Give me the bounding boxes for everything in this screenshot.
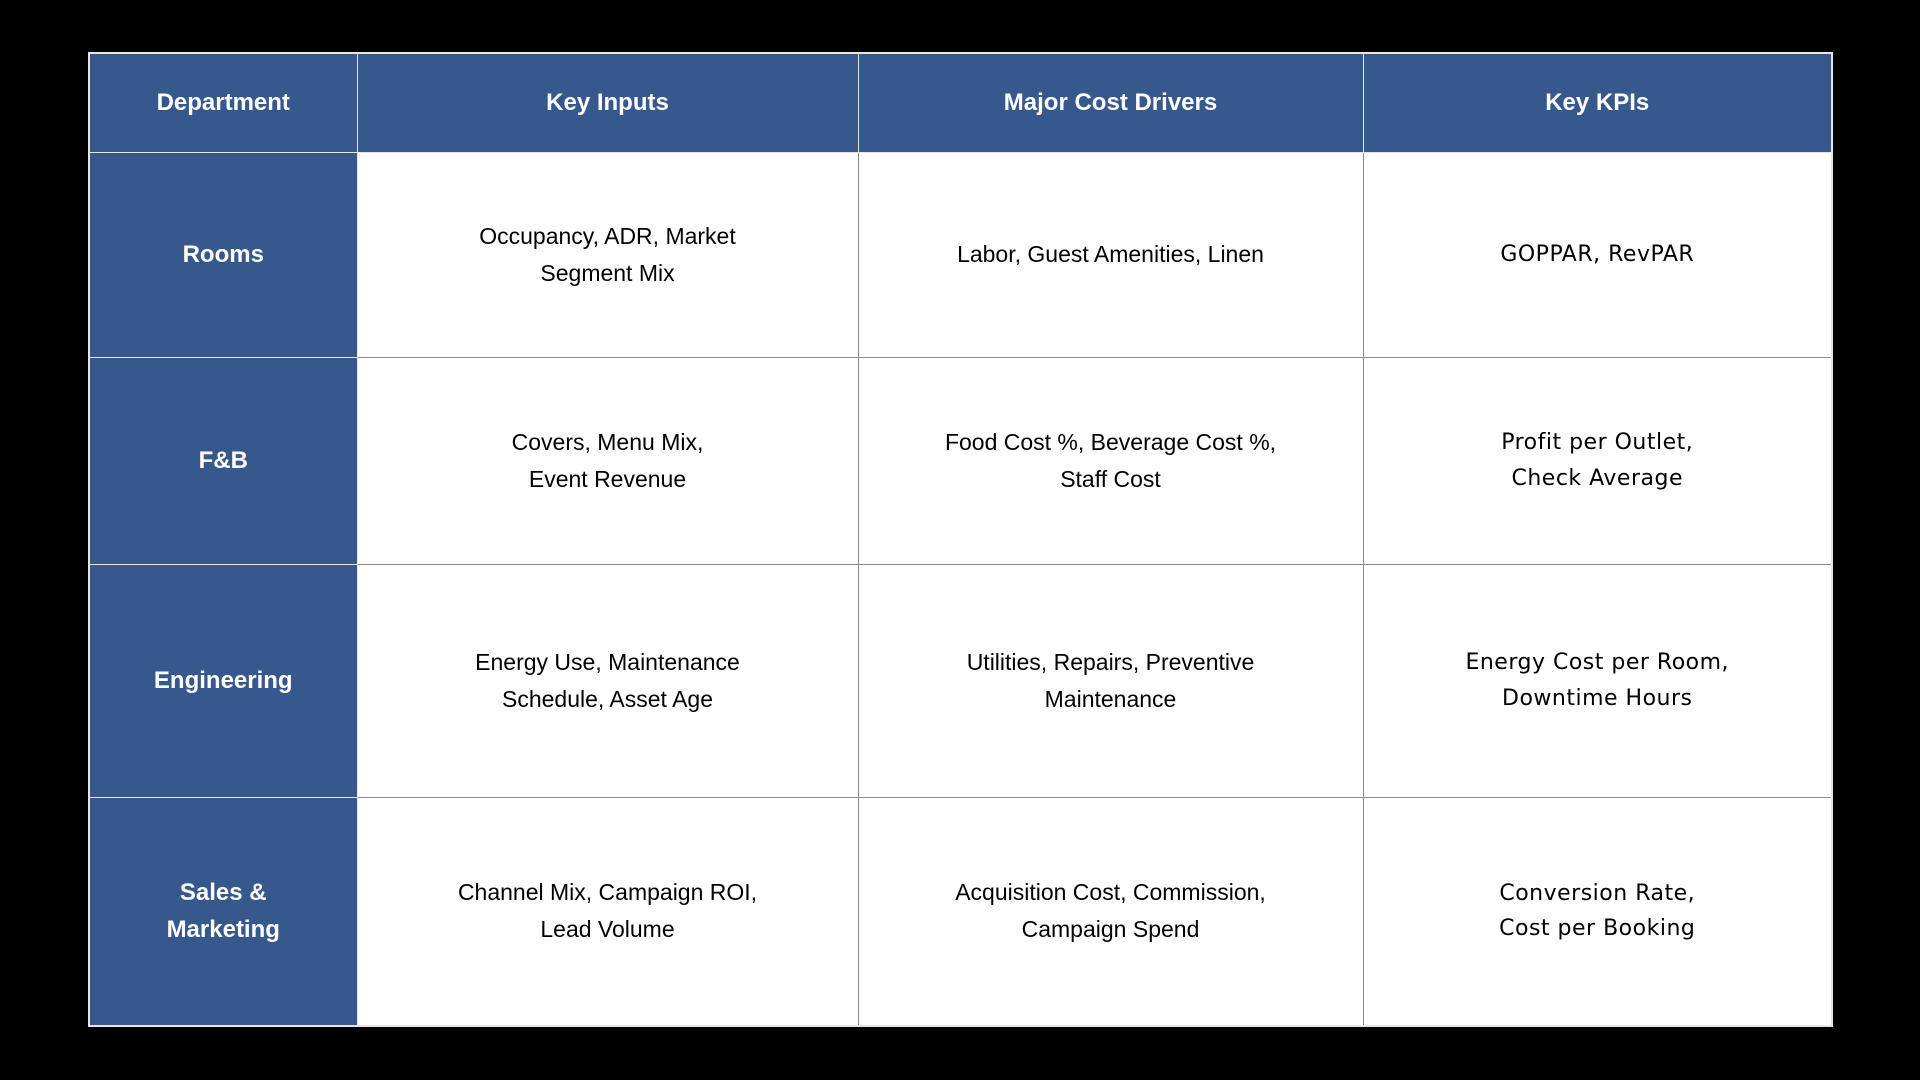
- column-header-key-inputs: Key Inputs: [356, 52, 859, 153]
- column-header-key-kpis: Key KPIs: [1362, 52, 1833, 153]
- cell-engineering-key-inputs: Energy Use, Maintenance Schedule, Asset …: [356, 563, 859, 798]
- row-header-rooms: Rooms: [88, 151, 358, 358]
- cell-rooms-major-cost-drivers: Labor, Guest Amenities, Linen: [857, 151, 1364, 358]
- cell-sales-marketing-key-kpis: Conversion Rate, Cost per Booking: [1362, 796, 1833, 1027]
- cell-fb-key-inputs: Covers, Menu Mix, Event Revenue: [356, 356, 859, 565]
- column-header-major-cost-drivers: Major Cost Drivers: [857, 52, 1364, 153]
- row-header-fb: F&B: [88, 356, 358, 565]
- table-row-rooms: Rooms Occupancy, ADR, Market Segment Mix…: [88, 151, 1833, 358]
- cell-engineering-key-kpis: Energy Cost per Room, Downtime Hours: [1362, 563, 1833, 798]
- table-header-row: Department Key Inputs Major Cost Drivers…: [88, 52, 1833, 153]
- cell-fb-major-cost-drivers: Food Cost %, Beverage Cost %, Staff Cost: [857, 356, 1364, 565]
- row-header-sales-marketing: Sales & Marketing: [88, 796, 358, 1027]
- cell-rooms-key-kpis: GOPPAR, RevPAR: [1362, 151, 1833, 358]
- cell-rooms-key-inputs: Occupancy, ADR, Market Segment Mix: [356, 151, 859, 358]
- cell-sales-marketing-major-cost-drivers: Acquisition Cost, Commission, Campaign S…: [857, 796, 1364, 1027]
- row-header-engineering: Engineering: [88, 563, 358, 798]
- cell-fb-key-kpis: Profit per Outlet, Check Average: [1362, 356, 1833, 565]
- column-header-department: Department: [88, 52, 358, 153]
- department-cost-kpi-table: Department Key Inputs Major Cost Drivers…: [88, 52, 1833, 1027]
- table-row-sales-marketing: Sales & Marketing Channel Mix, Campaign …: [88, 796, 1833, 1027]
- cell-engineering-major-cost-drivers: Utilities, Repairs, Preventive Maintenan…: [857, 563, 1364, 798]
- cell-sales-marketing-key-inputs: Channel Mix, Campaign ROI, Lead Volume: [356, 796, 859, 1027]
- table-row-fb: F&B Covers, Menu Mix, Event Revenue Food…: [88, 356, 1833, 565]
- table-row-engineering: Engineering Energy Use, Maintenance Sche…: [88, 563, 1833, 798]
